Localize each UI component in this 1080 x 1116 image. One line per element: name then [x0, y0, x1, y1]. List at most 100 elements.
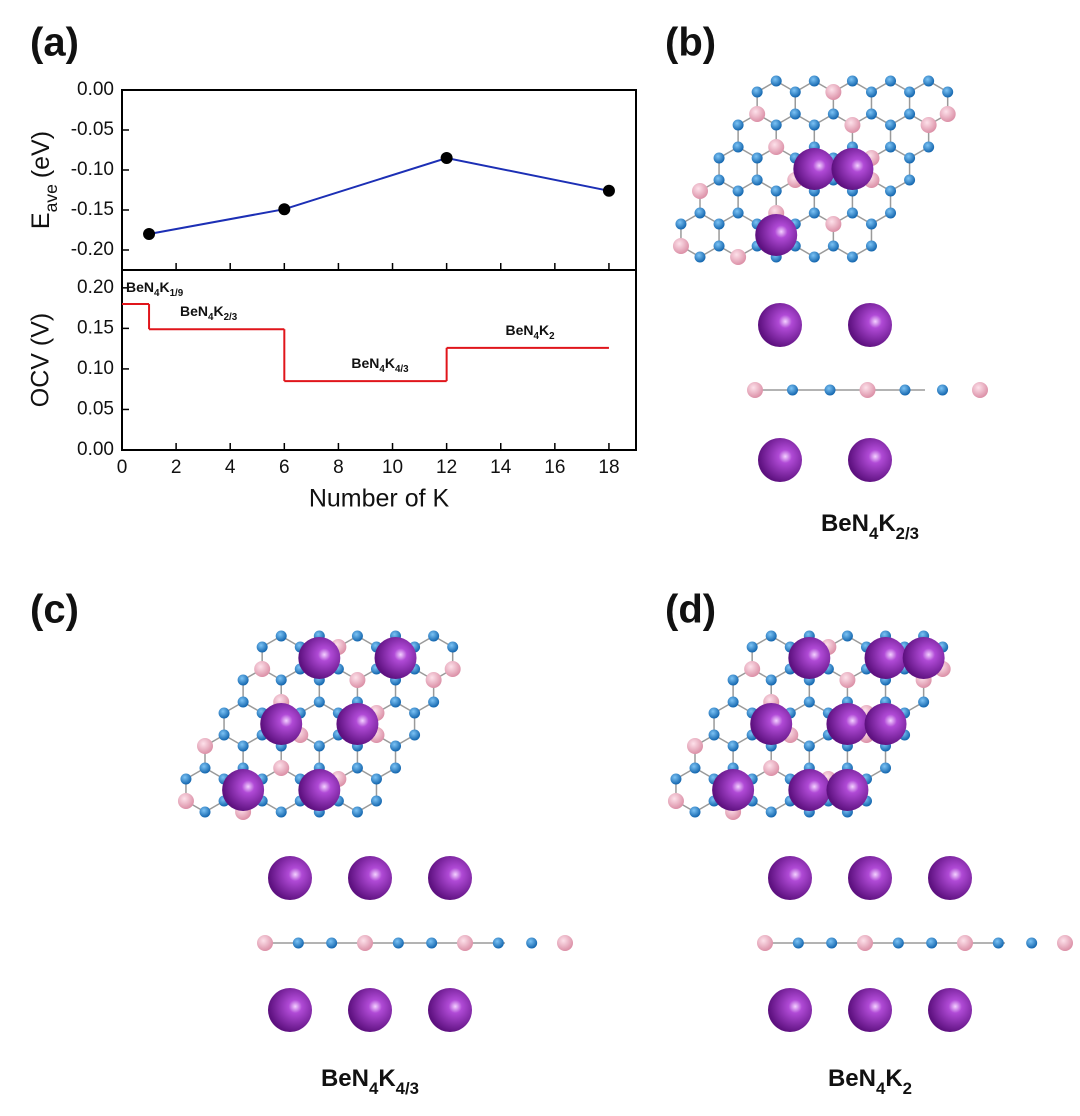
y-tick-label: 0.10: [77, 358, 114, 379]
n-atom: [904, 108, 916, 120]
be-atom: [672, 238, 689, 254]
k-atom: [902, 637, 945, 679]
n-atom: [787, 384, 798, 396]
be-atom: [972, 382, 988, 398]
n-atom: [390, 762, 402, 774]
k-atom: [428, 988, 472, 1032]
n-atom: [313, 740, 325, 752]
be-atom: [749, 106, 766, 122]
n-atom: [789, 86, 801, 98]
panel-label: (b): [665, 21, 716, 65]
n-atom: [865, 86, 877, 98]
formula-part: K: [213, 303, 223, 319]
n-atom: [275, 630, 287, 642]
k-atom: [826, 769, 869, 811]
y-tick-label: -0.05: [71, 119, 114, 140]
n-atom: [392, 937, 404, 949]
step-label: BeN4K4/3: [351, 355, 409, 375]
n-atom: [808, 119, 820, 131]
subscript: 4: [154, 288, 160, 299]
be-atom: [768, 139, 785, 155]
n-atom: [732, 119, 744, 131]
n-atom: [846, 251, 858, 263]
k-atom: [758, 303, 802, 347]
be-atom: [692, 183, 708, 199]
n-atom: [880, 762, 892, 774]
n-atom: [846, 207, 858, 219]
n-atom: [904, 86, 916, 98]
n-atom: [789, 108, 801, 120]
subscript: 4: [869, 524, 879, 543]
n-atom: [199, 762, 211, 774]
n-atom: [694, 251, 706, 263]
n-atom: [351, 762, 363, 774]
line: [148, 156, 610, 235]
marker: [143, 228, 156, 240]
k-atom: [864, 703, 907, 745]
n-atom: [694, 207, 706, 219]
k-atom: [298, 769, 341, 811]
n-atom: [409, 707, 421, 719]
n-atom: [713, 240, 725, 252]
panel-label: (c): [30, 588, 79, 632]
k-atom: [848, 303, 892, 347]
structure-label: BeN4K2: [828, 1065, 912, 1098]
be-atom: [859, 382, 876, 398]
n-atom: [275, 806, 287, 818]
subscript: 2/3: [224, 312, 238, 323]
formula-part: BeN: [828, 1065, 876, 1092]
n-atom: [237, 696, 249, 708]
subscript: 4: [379, 364, 385, 375]
marker: [602, 184, 615, 197]
k-atom: [928, 856, 972, 900]
k-atom: [428, 856, 472, 900]
n-atom: [428, 630, 440, 642]
y-axis-title-part: (eV): [27, 131, 55, 178]
n-atom: [918, 696, 930, 708]
n-atom: [865, 108, 877, 120]
n-atom: [370, 773, 382, 785]
k-atom: [848, 988, 892, 1032]
n-atom: [689, 762, 701, 774]
formula-part: BeN: [126, 279, 154, 295]
be-atom: [825, 216, 842, 232]
x-tick-label: 6: [279, 457, 290, 478]
x-tick-label: 18: [598, 457, 619, 478]
k-atom: [298, 637, 341, 679]
formula-part: BeN: [505, 322, 533, 338]
n-atom: [689, 806, 701, 818]
n-atom: [313, 696, 325, 708]
n-atom: [708, 707, 720, 719]
n-atom: [803, 740, 815, 752]
be-atom: [747, 382, 763, 398]
x-tick-label: 16: [544, 457, 565, 478]
n-atom: [765, 806, 777, 818]
be-atom: [939, 106, 956, 122]
top-view-b: [672, 75, 956, 265]
n-atom: [942, 86, 954, 98]
be-atom: [730, 249, 747, 265]
n-atom: [256, 641, 268, 653]
n-atom: [675, 218, 687, 230]
n-atom: [351, 806, 363, 818]
n-atom: [670, 773, 682, 785]
subscript: 4: [369, 1079, 379, 1098]
subscript: 4/3: [395, 364, 409, 375]
step-label: BeN4K2: [505, 322, 555, 342]
n-atom: [992, 937, 1004, 949]
k-atom: [348, 856, 392, 900]
structures: [177, 75, 1073, 1032]
step-label: BeN4K2/3: [180, 303, 238, 323]
be-atom: [257, 935, 273, 951]
be-atom: [687, 738, 703, 754]
x-tick-label: 14: [490, 457, 512, 478]
n-atom: [326, 937, 338, 949]
n-atom: [826, 937, 838, 949]
n-atom: [885, 141, 897, 153]
k-atom: [788, 769, 831, 811]
y-tick-label: 0.00: [77, 79, 114, 100]
n-atom: [770, 119, 782, 131]
k-atom: [750, 703, 793, 745]
be-atom: [177, 793, 194, 809]
